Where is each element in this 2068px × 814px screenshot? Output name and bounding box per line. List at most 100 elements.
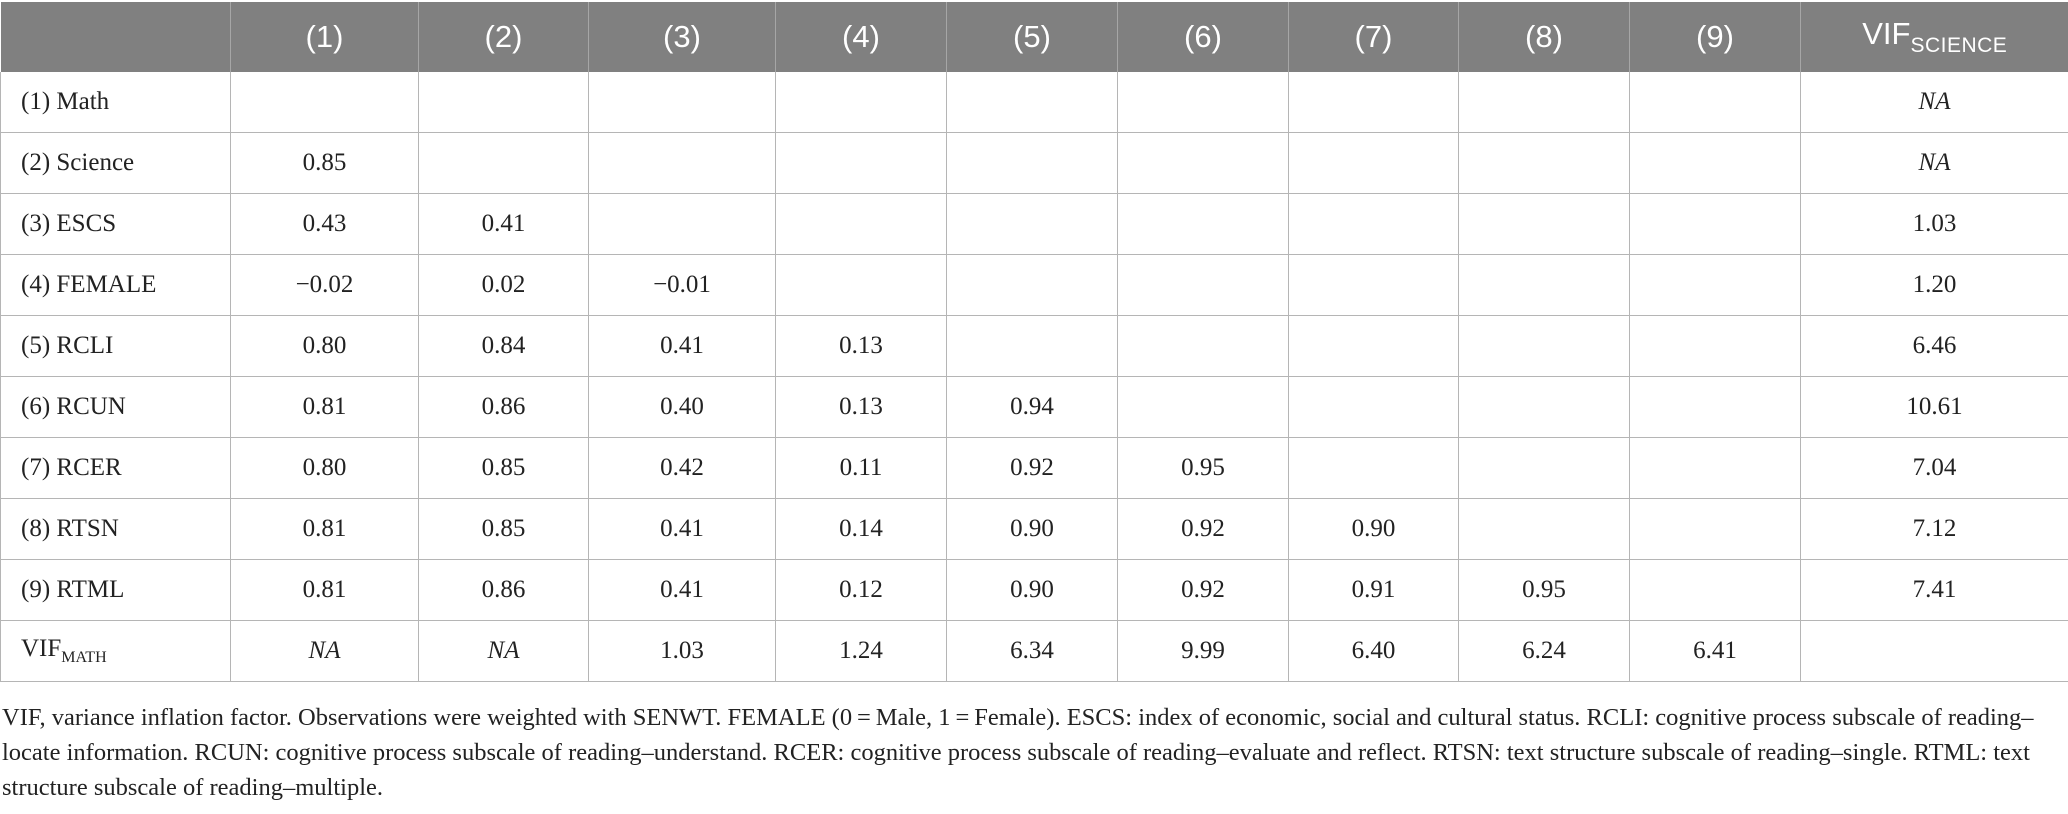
table-footnote: VIF, variance inflation factor. Observat… [2,704,2034,801]
header-col-2: (2) [418,2,589,72]
vif-science-cell: 10.61 [1800,376,2068,438]
vif-science-cell: NA [1800,132,2068,194]
correlation-table-container: (1) (2) (3) (4) (5) (6) (7) (8) (9) VIFS… [0,2,2068,682]
table-cell [1288,315,1459,377]
table-cell: 0.41 [418,193,589,255]
table-row: (4) FEMALE −0.02 0.02 −0.01 1.20 [0,254,2068,316]
table-cell [946,193,1118,255]
vif-math-cell: 1.03 [588,620,776,682]
header-col-4: (4) [775,2,947,72]
table-cell [1629,498,1801,560]
table-cell: 0.86 [418,376,589,438]
table-cell: 0.14 [775,498,947,560]
vif-science-cell: 7.04 [1800,437,2068,499]
table-cell: 0.41 [588,559,776,621]
table-cell: 0.90 [1288,498,1459,560]
vif-math-empty-cell [1800,620,2068,682]
row-label: (1) Math [0,72,231,133]
table-cell: 0.13 [775,315,947,377]
table-cell: 0.95 [1458,559,1630,621]
header-col-8: (8) [1458,2,1630,72]
table-cell [775,72,947,133]
table-cell [1629,254,1801,316]
table-cell: 0.90 [946,498,1118,560]
row-label: (5) RCLI [0,315,231,377]
vif-math-cell: 6.41 [1629,620,1801,682]
header-col-1: (1) [230,2,419,72]
table-cell [588,72,776,133]
header-col-6: (6) [1117,2,1289,72]
vif-math-cell: NA [418,620,589,682]
table-cell [1458,315,1630,377]
table-cell [1117,132,1289,194]
table-cell [1458,376,1630,438]
table-cell [1629,132,1801,194]
table-cell [1288,72,1459,133]
table-cell [588,132,776,194]
row-label: (6) RCUN [0,376,231,438]
table-cell [1117,376,1289,438]
table-cell [418,72,589,133]
table-cell: 0.43 [230,193,419,255]
vif-math-cell: 6.40 [1288,620,1459,682]
vif-science-cell: 7.12 [1800,498,2068,560]
table-cell: 0.85 [230,132,419,194]
table-cell: 0.86 [418,559,589,621]
table-row: (6) RCUN 0.81 0.86 0.40 0.13 0.94 10.61 [0,376,2068,438]
table-header: (1) (2) (3) (4) (5) (6) (7) (8) (9) VIFS… [0,2,2068,72]
table-cell [1288,437,1459,499]
table-cell [1458,437,1630,499]
table-cell: 0.41 [588,315,776,377]
table-cell: 0.94 [946,376,1118,438]
row-label: (3) ESCS [0,193,231,255]
table-cell [775,132,947,194]
table-cell: 0.90 [946,559,1118,621]
vif-math-row: VIFMATH NA NA 1.03 1.24 6.34 9.99 6.40 6.24 6.41 [0,620,2068,682]
row-label: (4) FEMALE [0,254,231,316]
vif-math-cell: 6.34 [946,620,1118,682]
table-cell [1629,376,1801,438]
table-cell [775,193,947,255]
table-cell [1117,315,1289,377]
table-row: (1) Math NA [0,72,2068,133]
table-cell [418,132,589,194]
header-col-3: (3) [588,2,776,72]
table-cell: 0.80 [230,315,419,377]
row-label: (8) RTSN [0,498,231,560]
table-cell [1458,132,1630,194]
table-cell [1629,315,1801,377]
table-row: (5) RCLI 0.80 0.84 0.41 0.13 6.46 [0,315,2068,377]
vif-science-cell: 1.03 [1800,193,2068,255]
table-cell: 0.85 [418,437,589,499]
table-cell: 0.84 [418,315,589,377]
table-cell: 0.81 [230,376,419,438]
table-cell: 0.12 [775,559,947,621]
table-cell: −0.02 [230,254,419,316]
vif-math-subscript: MATH [61,649,107,666]
header-col-vif-science: VIFSCIENCE [1800,2,2068,72]
header-corner [0,2,231,72]
table-cell [588,193,776,255]
table-cell [1458,193,1630,255]
header-row: (1) (2) (3) (4) (5) (6) (7) (8) (9) VIFS… [0,2,2068,72]
vif-science-cell: NA [1800,72,2068,133]
vif-science-cell: 7.41 [1800,559,2068,621]
table-cell [1629,193,1801,255]
table-row: (3) ESCS 0.43 0.41 1.03 [0,193,2068,255]
correlation-table: (1) (2) (3) (4) (5) (6) (7) (8) (9) VIFS… [0,2,2068,682]
table-cell: 0.91 [1288,559,1459,621]
table-cell [1288,193,1459,255]
table-cell [1458,498,1630,560]
table-cell [775,254,947,316]
table-cell: 0.81 [230,498,419,560]
vif-science-cell: 1.20 [1800,254,2068,316]
table-cell [1288,254,1459,316]
table-cell [1629,72,1801,133]
table-cell [1117,254,1289,316]
table-cell [230,72,419,133]
table-row: (2) Science 0.85 NA [0,132,2068,194]
table-cell [946,72,1118,133]
table-cell: 0.95 [1117,437,1289,499]
table-cell [1629,559,1801,621]
table-cell [1117,72,1289,133]
